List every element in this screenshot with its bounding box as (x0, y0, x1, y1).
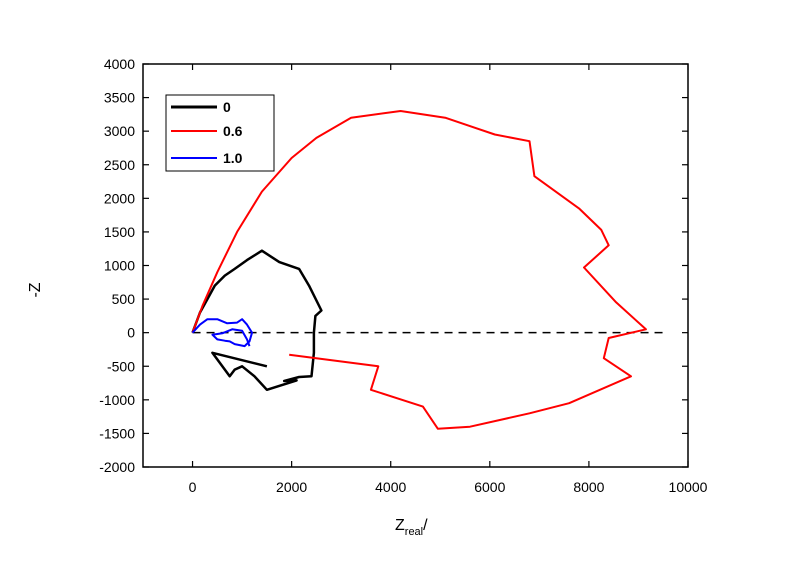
y-tick-label: -1000 (99, 392, 135, 408)
y-tick-label: 500 (112, 291, 136, 307)
x-axis-label: Zreal/ (395, 517, 428, 538)
y-tick-label: 3500 (104, 90, 135, 106)
y-axis-label: -Z (27, 282, 44, 297)
series-layer (191, 110, 647, 430)
x-axis-label-subscript: real (405, 526, 423, 538)
y-tick-label: 4000 (104, 56, 135, 72)
y-tick-label: 2500 (104, 157, 135, 173)
x-tick-label: 0 (189, 479, 197, 495)
x-axis-label-main: Z (395, 517, 405, 534)
series-line-2 (191, 318, 253, 348)
y-tick-label: -2000 (99, 459, 135, 475)
x-tick-label: 6000 (474, 479, 505, 495)
y-tick-label: 1500 (104, 224, 135, 240)
ticks-layer: 0 2000 4000 6000 8000 10000-2000-1500-1000-50… (99, 56, 707, 495)
y-tick-label: 0 (127, 325, 135, 341)
y-tick-label: 2000 (104, 190, 135, 206)
legend-label-series-1: 0.6 (223, 123, 243, 139)
y-tick-label: -1500 (99, 425, 135, 441)
x-tick-label: 2000 (276, 479, 307, 495)
y-tick-label: 3000 (104, 123, 135, 139)
x-tick-label: 8000 (573, 479, 604, 495)
x-axis-label-suffix: / (423, 517, 428, 534)
legend-label-series-2: 1.0 (223, 150, 243, 166)
x-tick-label: 4000 (375, 479, 406, 495)
legend: 0 0.6 1.0 (165, 94, 275, 172)
series-line-0 (191, 249, 323, 392)
series-line-1 (191, 110, 647, 430)
legend-label-series-0: 0 (223, 99, 231, 115)
x-tick-label: 10000 (669, 479, 708, 495)
y-tick-label: 1000 (104, 258, 135, 274)
y-tick-label: -500 (107, 358, 135, 374)
